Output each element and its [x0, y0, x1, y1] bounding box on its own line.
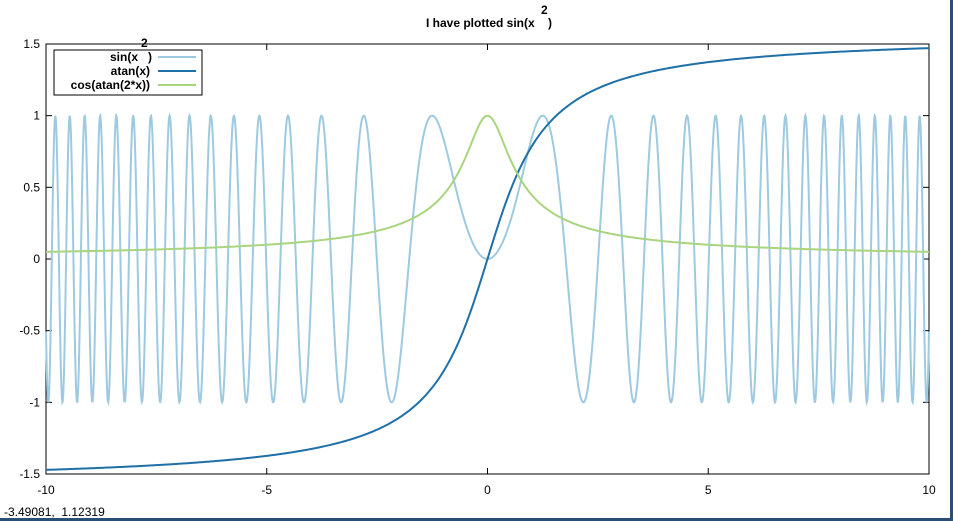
chart-title-superscript: 2: [541, 3, 548, 17]
x-tick-label: 5: [705, 483, 712, 497]
x-tick-label: -10: [37, 483, 55, 497]
y-tick-label: -1: [29, 395, 40, 409]
legend-item-sin: sin(x 2 ): [110, 36, 196, 64]
cursor-coordinate-readout: -3.49081, 1.12319: [4, 505, 105, 519]
x-tick-label: 10: [922, 483, 936, 497]
y-tick-label: -1.5: [19, 467, 40, 481]
series-layer: [45, 47, 930, 471]
legend: sin(x 2 ) atan(x) cos(atan(2*x)): [53, 36, 203, 96]
y-tick-label: 0.5: [23, 180, 40, 194]
legend-item-atan: atan(x): [111, 64, 196, 78]
y-tick-label: 1.5: [23, 37, 40, 51]
x-tick-label: -5: [261, 483, 272, 497]
chart-title-suffix: ): [548, 16, 552, 30]
legend-label-cos: cos(atan(2*x)): [71, 78, 150, 92]
axis-ticks: -10 -5 0 5 10 -1.5 -1 -0.5 0 0.5 1 1.5: [19, 37, 936, 497]
legend-label-sin: sin(x: [110, 50, 138, 64]
y-tick-label: 1: [33, 109, 40, 123]
legend-label-sin-suffix: ): [148, 50, 152, 64]
chart-title-text: I have plotted sin(x: [426, 16, 535, 30]
legend-label-atan: atan(x): [111, 64, 150, 78]
x-tick-label: 0: [484, 483, 491, 497]
y-tick-label: -0.5: [19, 324, 40, 338]
series-line-cos: [45, 114, 930, 253]
legend-label-sin-superscript: 2: [141, 36, 148, 50]
legend-item-cos: cos(atan(2*x)): [71, 78, 196, 92]
chart-title: I have plotted sin(x 2 ): [426, 3, 552, 30]
y-tick-label: 0: [33, 252, 40, 266]
series-line-atan: [45, 47, 930, 471]
